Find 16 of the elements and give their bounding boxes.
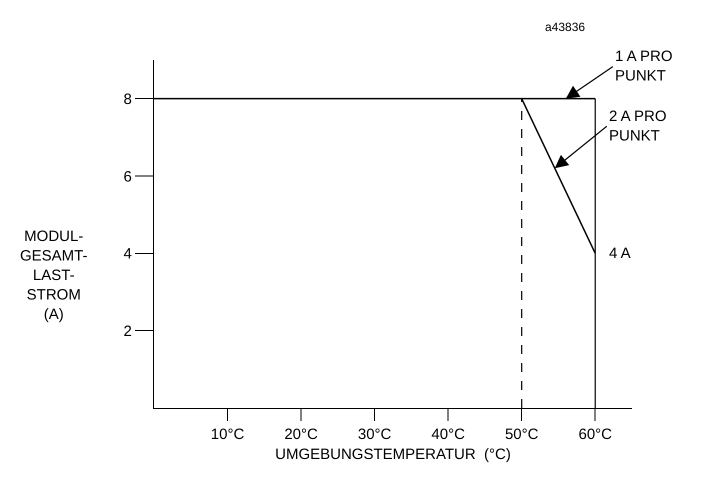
y-tick-label: 2 — [124, 322, 132, 340]
x-axis-title: UMGEBUNGSTEMPERATUR (°C) — [275, 446, 511, 464]
x-tick-label: 40°C — [431, 426, 466, 444]
y-axis-title: MODUL- GESAMT- LAST- STROM (A) — [20, 228, 88, 323]
y-tick-label: 8 — [124, 90, 132, 108]
x-tick-label: 30°C — [358, 426, 392, 444]
x-tick-label: 10°C — [210, 426, 244, 444]
annotation: 1 A PRO PUNKT — [615, 48, 673, 84]
annotation: 4 A — [609, 245, 631, 262]
x-tick-label: 20°C — [284, 426, 318, 444]
y-tick-label: 6 — [124, 168, 132, 186]
x-tick-label: 50°C — [504, 426, 539, 444]
x-tick-label: 60°C — [578, 426, 612, 444]
annotation: 2 A PRO PUNKT — [609, 108, 667, 144]
text: a43836 — [545, 20, 586, 34]
y-tick-label: 4 — [124, 246, 132, 263]
